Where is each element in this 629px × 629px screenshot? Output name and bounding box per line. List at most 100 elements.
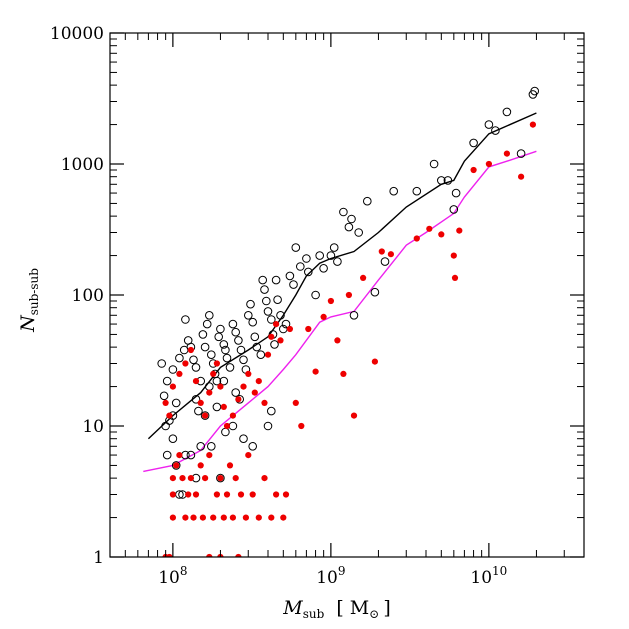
filled-point: [197, 399, 204, 406]
open-point: [168, 434, 178, 444]
open-point: [207, 442, 216, 451]
filled-point: [199, 514, 206, 521]
open-point: [267, 315, 276, 324]
filled-point: [173, 462, 180, 469]
open-point: [205, 311, 214, 320]
filled-point: [273, 491, 280, 498]
open-point: [291, 243, 301, 252]
open-point: [516, 149, 526, 158]
open-point: [191, 363, 201, 372]
filled-point: [220, 403, 227, 410]
filled-point: [529, 121, 537, 128]
open-point: [171, 398, 181, 408]
black-median-line: [147, 112, 537, 440]
open-point: [248, 442, 257, 451]
open-point: [363, 196, 372, 206]
filled-point: [298, 422, 305, 430]
magenta-median-line: [143, 150, 537, 473]
open-point: [196, 442, 205, 451]
open-point: [246, 299, 255, 309]
open-point: [271, 275, 281, 285]
filled-point: [213, 360, 220, 367]
filled-point: [426, 225, 433, 232]
filled-point: [261, 399, 268, 406]
open-point: [333, 257, 342, 266]
filled-point: [179, 475, 186, 482]
open-point: [236, 345, 246, 355]
open-point: [449, 205, 459, 214]
filled-point: [206, 452, 213, 459]
filled-point: [387, 251, 394, 258]
x-tick-label: 1010: [470, 564, 507, 588]
open-point: [412, 186, 422, 196]
open-point: [289, 280, 298, 289]
filled-point: [192, 491, 200, 498]
filled-point: [226, 462, 234, 469]
open-point: [530, 86, 540, 96]
open-point: [437, 176, 446, 185]
filled-point: [261, 475, 268, 482]
filled-point: [438, 231, 445, 238]
open-point: [263, 307, 273, 316]
open-point: [171, 461, 181, 470]
filled-point: [240, 383, 247, 390]
open-point: [181, 315, 190, 324]
open-point: [270, 340, 279, 349]
open-point: [157, 359, 166, 368]
filled-point: [470, 166, 477, 174]
open-point: [344, 222, 354, 232]
filled-point: [518, 173, 525, 180]
plot-area: [143, 86, 540, 557]
open-point: [234, 336, 243, 345]
open-point: [263, 421, 273, 431]
open-point: [212, 402, 222, 412]
y-tick-label: 10: [82, 417, 104, 437]
open-point: [296, 262, 305, 271]
open-point: [159, 391, 169, 401]
open-point: [389, 186, 399, 196]
open-point: [225, 363, 235, 372]
filled-point: [312, 368, 319, 375]
open-point: [329, 243, 339, 252]
open-point: [186, 450, 196, 460]
filled-point: [176, 370, 183, 377]
filled-point: [192, 378, 200, 385]
filled-point: [223, 491, 231, 498]
open-point: [222, 353, 232, 363]
open-point: [162, 376, 172, 386]
filled-point: [413, 235, 420, 242]
open-point: [228, 421, 238, 431]
open-point: [304, 267, 313, 277]
filled-point: [327, 297, 334, 305]
open-point: [212, 376, 222, 386]
open-point: [219, 376, 229, 386]
filled-point: [217, 475, 224, 482]
open-point: [244, 311, 253, 320]
filled-point: [190, 514, 197, 521]
filled-point: [345, 291, 352, 299]
filled-point: [255, 514, 262, 521]
open-point: [198, 330, 208, 339]
filled-point: [245, 452, 252, 459]
open-point: [339, 207, 348, 217]
open-point: [258, 275, 268, 285]
filled-point: [485, 160, 492, 168]
filled-circle-series: [162, 121, 537, 557]
open-point: [216, 324, 225, 334]
open-point: [175, 353, 184, 363]
open-point: [162, 450, 172, 460]
open-point: [326, 251, 336, 260]
x-axis-label: Msub [ M⊙]: [282, 597, 391, 621]
open-point: [469, 138, 478, 148]
filled-point: [182, 360, 189, 367]
filled-point: [273, 321, 280, 328]
filled-point: [242, 514, 249, 521]
filled-point: [187, 346, 194, 354]
filled-point: [229, 412, 236, 419]
open-point: [443, 176, 453, 185]
x-tick-label: 109: [316, 564, 345, 588]
filled-point: [451, 274, 459, 281]
open-point: [311, 290, 320, 300]
filled-point: [334, 337, 341, 344]
